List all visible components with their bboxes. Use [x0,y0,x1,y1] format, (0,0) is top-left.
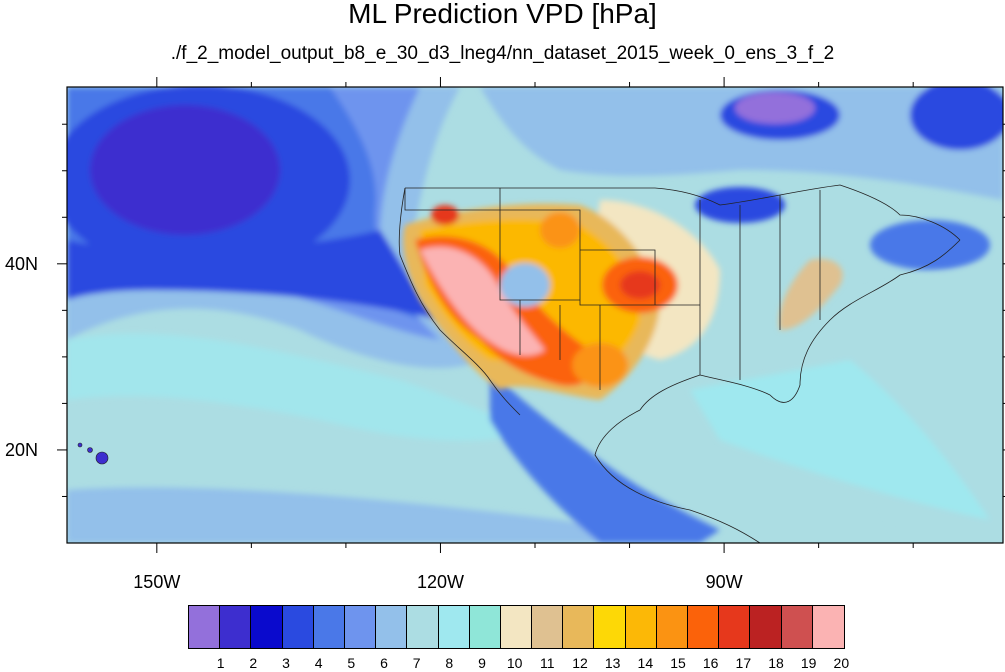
colorbar-swatch [750,606,782,648]
gulf-band [690,360,990,520]
colorbar-label: 19 [800,655,817,671]
colorbar-swatch [500,606,533,648]
tropical-moist-region [67,487,700,543]
coastlines [398,184,961,543]
wyoming-hot-spot [540,212,580,248]
colorbar-swatch [563,606,595,648]
colorbar-label: 11 [540,655,555,671]
colorbar-label: 13 [604,655,621,671]
canada-moist-region [480,87,1003,200]
hudson-core [735,92,815,124]
colorbar-label: 15 [670,655,686,671]
colorbar-swatch [344,606,377,648]
colorbar-label: 6 [380,655,388,671]
colorbar-swatch [220,606,252,648]
pacific-inner-core [90,105,280,235]
colorbar-label: 18 [768,655,784,671]
colorbar-swatch [189,606,221,648]
utah-moist-spot [500,263,550,307]
colorbar-label: 3 [282,655,290,671]
colorbar-label: 10 [506,655,523,671]
axis-ticks [57,77,1005,553]
mexico-coast-moist [490,370,720,543]
colorbar-label: 8 [445,655,454,671]
colorbar-label: 1 [216,655,225,671]
southwest-extreme-region [420,246,545,356]
colorbar-label: 4 [314,655,323,671]
labrador-region [910,87,1003,150]
east-corridor-region [779,258,843,330]
colorbar-label: 20 [833,655,850,671]
subtropical-band [67,333,540,441]
colorbar-swatch [688,606,720,648]
lat-tick-label: 20N [4,439,38,460]
lon-tick-label: 150W [133,572,181,592]
colorbar-label: 5 [347,655,356,671]
colorbar-labels: 1 2 3 4 5 6 7 8 9 10 11 12 13 14 15 16 17 18 19 20 [188,655,874,671]
colorbar-swatch [812,606,844,648]
lon-tick-label: 90W [705,572,743,592]
colorbar-swatch [251,606,283,648]
colorbar-swatch [313,606,345,648]
plot-subtitle: ./f_2_model_output_b8_e_30_d3_lneg4/nn_d… [170,43,835,64]
colorbar [188,605,845,649]
colorbar-swatch [282,606,314,648]
lat-tick-label: 40N [4,253,38,274]
colorbar-swatch [781,606,813,648]
lon-tick-label: 120W [416,572,464,592]
colorbar-swatch [438,606,470,648]
colorbar-swatch [656,606,688,648]
colorbar-label: 7 [412,655,421,671]
colorbar-label: 9 [478,655,486,671]
kansas-core [620,271,660,299]
colorbar-label: 14 [637,655,654,671]
colorbar-swatch [719,606,751,648]
colorbar-swatch [625,606,657,648]
colorbar-swatch [532,606,564,648]
idaho-hot-spot [431,205,459,225]
colorbar-label: 16 [702,655,719,671]
colorbar-label: 17 [735,655,752,671]
colorbar-label: 2 [249,655,258,671]
plot-title: ML Prediction VPD [hPa] [348,0,657,29]
colorbar-swatch [594,606,626,648]
colorbar-swatch [469,606,501,648]
northeast-moist-region [870,220,990,270]
vpd-map [57,77,1005,553]
hawaii-islands [77,442,109,465]
colorbar-label: 12 [572,655,588,671]
colorbar-swatch [407,606,439,648]
colorbar-swatch [376,606,408,648]
north-pacific-band [67,230,440,320]
